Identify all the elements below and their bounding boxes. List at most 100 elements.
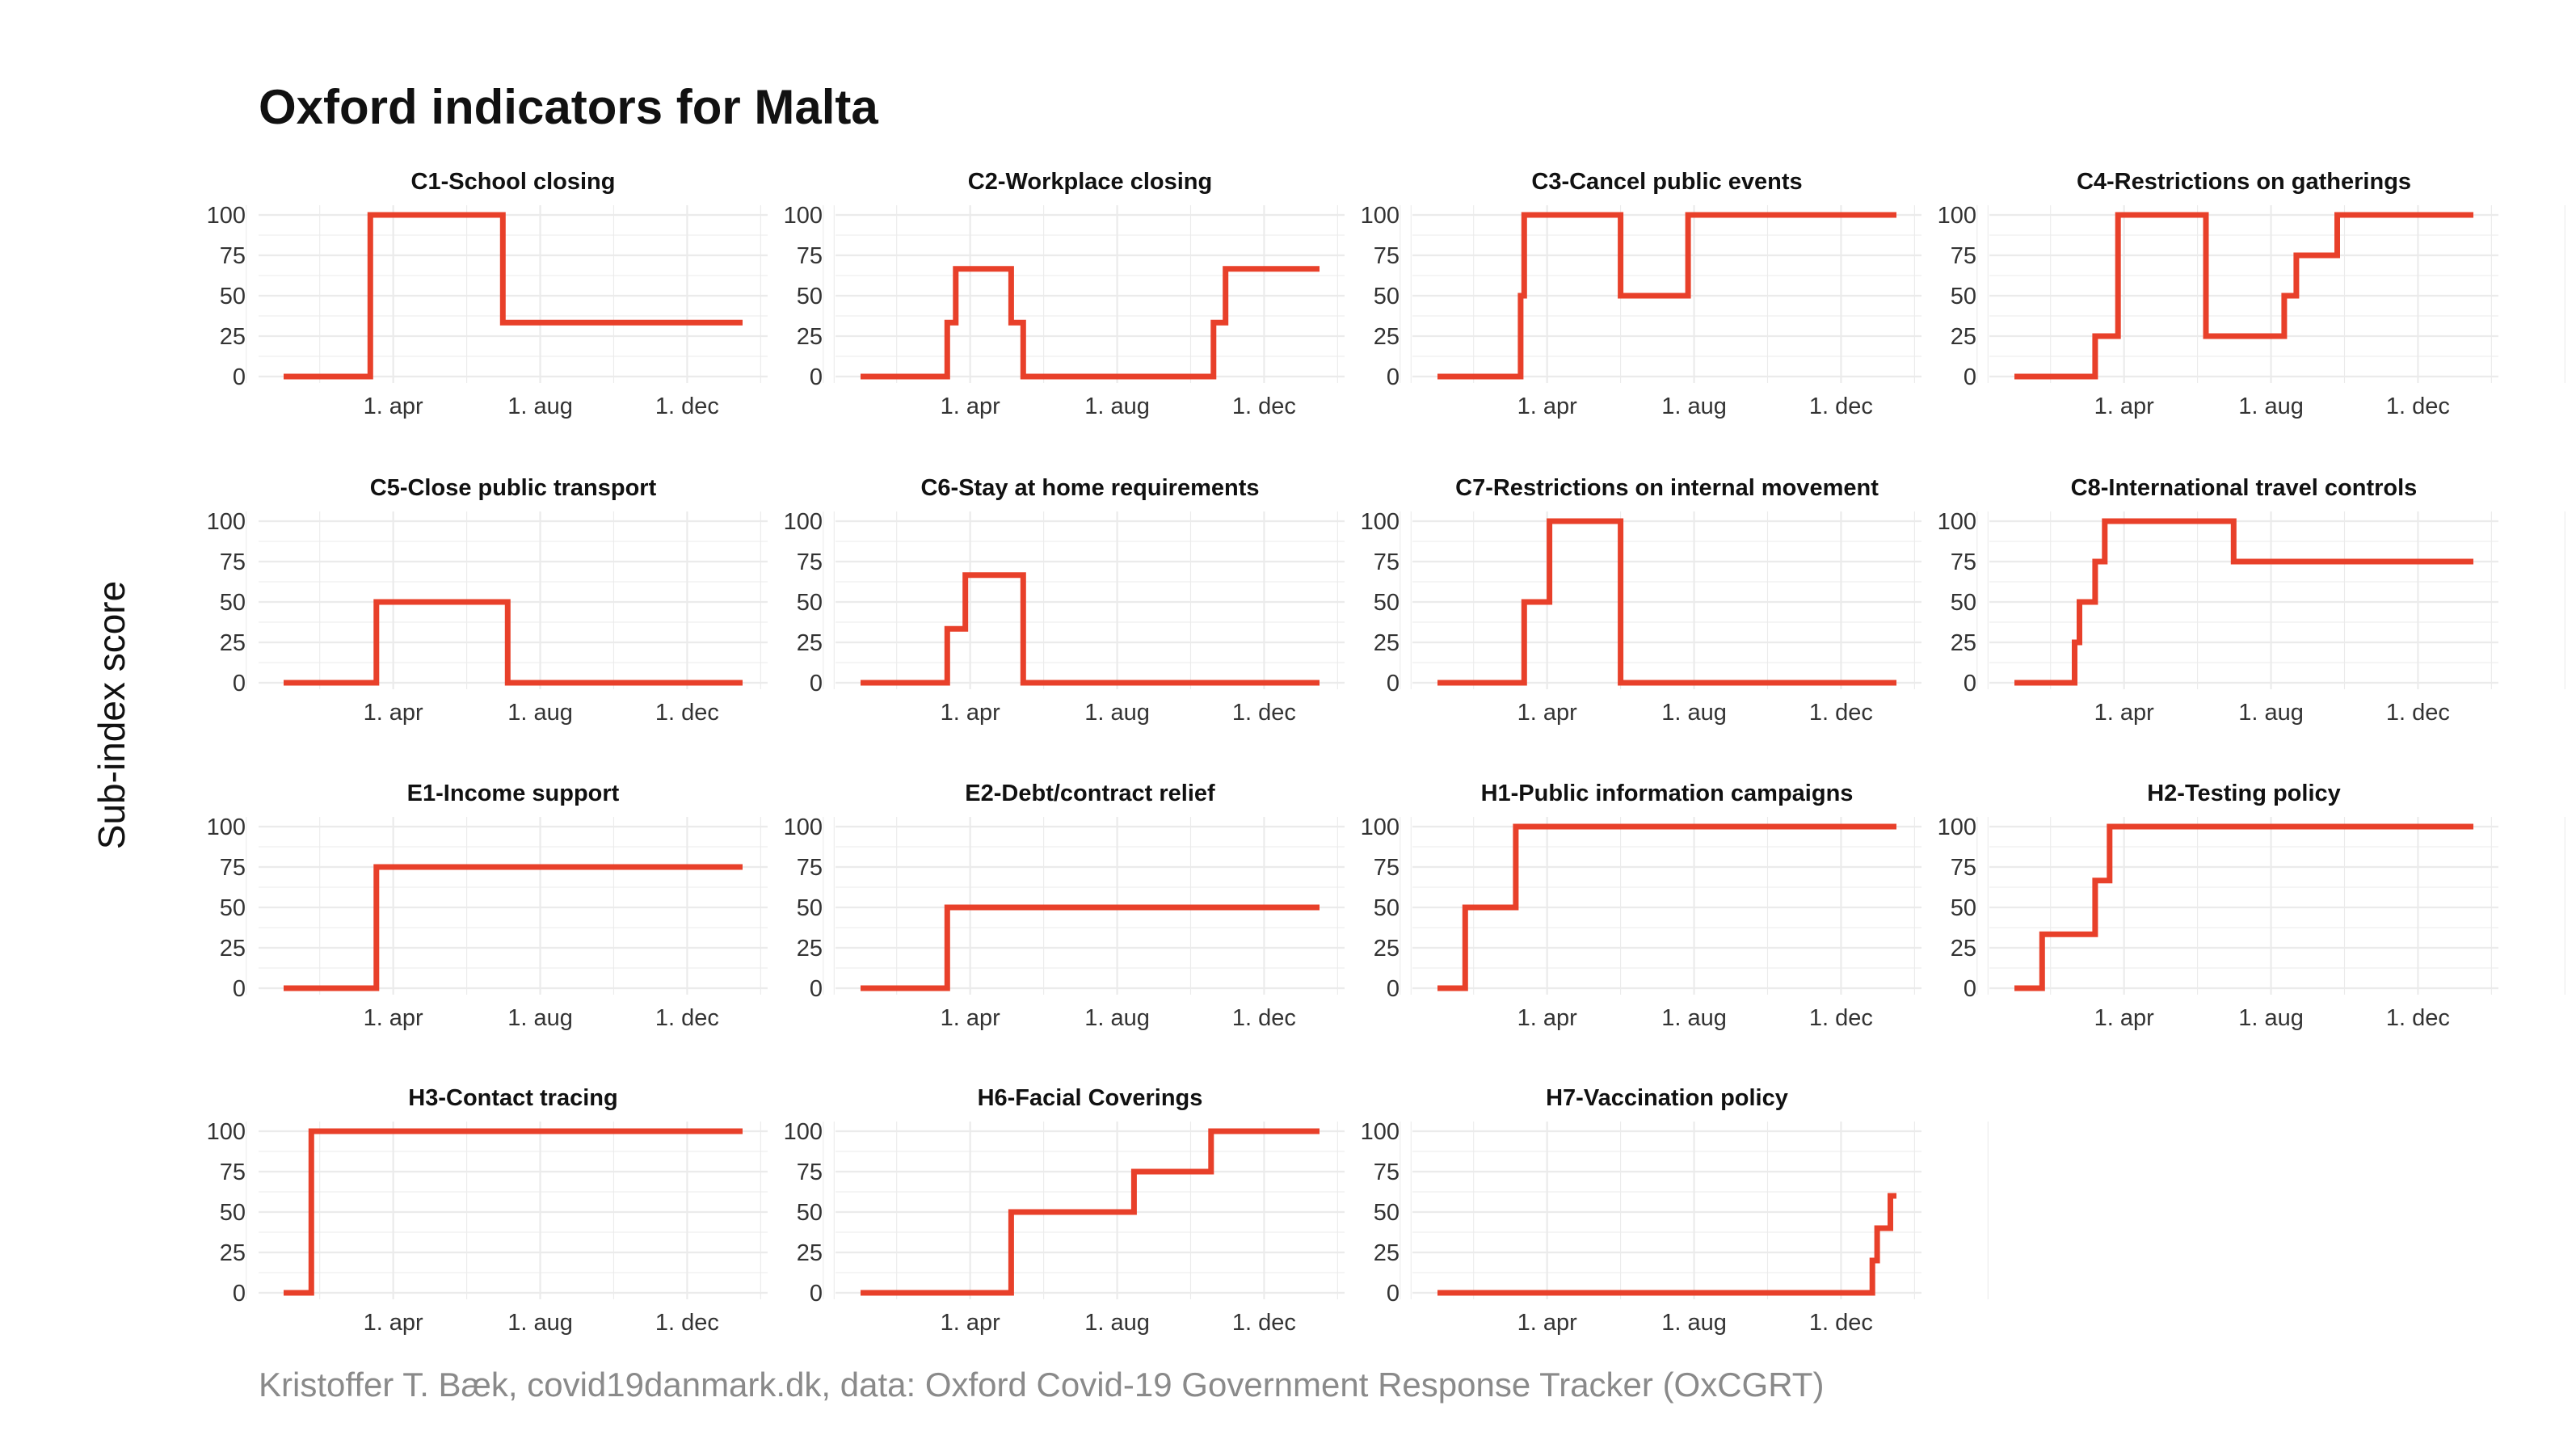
x-tick-label: 1. aug	[507, 700, 573, 726]
y-tick-label: 25	[1374, 936, 1400, 962]
y-tick-label: 50	[1951, 895, 1976, 921]
x-tick-label: 1. aug	[1661, 1310, 1727, 1336]
x-tick-label: 1. apr	[2094, 394, 2154, 419]
y-tick-label: 100	[1938, 814, 1976, 840]
x-tick-label: 1. apr	[1517, 394, 1577, 419]
x-tick-label: 1. aug	[1084, 1310, 1150, 1336]
y-tick-label: 50	[220, 590, 246, 616]
x-tick-label: 1. apr	[364, 700, 423, 726]
x-tick-label: 1. apr	[941, 1310, 1000, 1336]
facet-panel: H7-Vaccination policy 0 25 50 75 100 1. apr 1. …	[1361, 1085, 1989, 1336]
panel-title: C7-Restrictions on internal movement	[1455, 475, 1879, 501]
x-tick-label: 1. apr	[941, 700, 1000, 726]
series-line	[2014, 212, 2473, 380]
series-line	[284, 212, 743, 380]
y-tick-label: 75	[797, 243, 823, 269]
panel-title: H2-Testing policy	[2147, 781, 2341, 806]
y-tick-label: 50	[1951, 284, 1976, 309]
series-line	[861, 904, 1320, 991]
page-title: Oxford indicators for Malta	[259, 80, 878, 134]
panel-title: C2-Workplace closing	[968, 169, 1212, 195]
x-tick-label: 1. aug	[1661, 1005, 1727, 1031]
y-tick-label: 25	[1374, 324, 1400, 350]
y-tick-label: 0	[1387, 671, 1400, 697]
x-tick-label: 1. dec	[1809, 1005, 1873, 1031]
x-tick-label: 1. apr	[364, 1005, 423, 1031]
x-tick-label: 1. aug	[2238, 1005, 2304, 1031]
y-tick-label: 25	[797, 630, 823, 656]
x-tick-label: 1. apr	[2094, 1005, 2154, 1031]
y-tick-label: 100	[1361, 203, 1400, 229]
y-tick-label: 100	[1938, 509, 1976, 535]
y-tick-label: 50	[1374, 1200, 1400, 1226]
y-tick-label: 100	[1938, 203, 1976, 229]
y-tick-label: 75	[1951, 855, 1976, 881]
y-tick-label: 0	[1387, 364, 1400, 390]
y-tick-label: 0	[233, 364, 246, 390]
x-tick-label: 1. aug	[507, 1005, 573, 1031]
y-tick-label: 25	[1374, 630, 1400, 656]
y-tick-label: 75	[220, 855, 246, 881]
panel-title: C1-School closing	[411, 169, 616, 195]
facet-panel: H6-Facial Coverings 0 25 50 75 100 1. apr 1. au…	[784, 1085, 1412, 1336]
panel-title: C8-International travel controls	[2071, 475, 2418, 501]
x-tick-label: 1. aug	[507, 1310, 573, 1336]
y-tick-label: 50	[1374, 895, 1400, 921]
y-tick-label: 100	[784, 203, 823, 229]
panel-title: H1-Public information campaigns	[1481, 781, 1854, 806]
y-tick-label: 50	[220, 1200, 246, 1226]
x-tick-label: 1. dec	[2386, 394, 2450, 419]
x-tick-label: 1. dec	[1809, 700, 1873, 726]
x-tick-label: 1. apr	[2094, 700, 2154, 726]
facet-panel: E2-Debt/contract relief 0 25 50 75 100 1. apr 1…	[784, 781, 1412, 1031]
y-tick-label: 25	[797, 1240, 823, 1266]
panel-title: H6-Facial Coverings	[978, 1085, 1203, 1111]
y-tick-label: 25	[1374, 1240, 1400, 1266]
x-tick-label: 1. dec	[2386, 1005, 2450, 1031]
y-tick-label: 0	[810, 671, 823, 697]
x-tick-label: 1. dec	[655, 1310, 719, 1336]
y-tick-label: 50	[797, 1200, 823, 1226]
facet-panel: C8-International travel controls 0 25 50 75 1…	[1938, 475, 2565, 726]
series-line	[284, 1128, 743, 1296]
facet-panel: C2-Workplace closing 0 25 50 75 100 1. apr 1. a…	[784, 169, 1412, 419]
y-tick-label: 50	[1374, 284, 1400, 309]
x-tick-label: 1. apr	[1517, 1310, 1577, 1336]
y-tick-label: 50	[220, 284, 246, 309]
x-tick-label: 1. aug	[1661, 394, 1727, 419]
x-tick-label: 1. dec	[1809, 1310, 1873, 1336]
x-tick-label: 1. apr	[1517, 1005, 1577, 1031]
y-tick-label: 25	[220, 936, 246, 962]
x-tick-label: 1. aug	[2238, 700, 2304, 726]
facet-panel: C6-Stay at home requirements 0 25 50 75 100 1.…	[784, 475, 1412, 726]
y-tick-label: 25	[220, 630, 246, 656]
y-tick-label: 75	[1374, 855, 1400, 881]
panel-title: C3-Cancel public events	[1531, 169, 1802, 195]
x-tick-label: 1. dec	[655, 394, 719, 419]
y-tick-label: 75	[1951, 243, 1976, 269]
panel-title: H7-Vaccination policy	[1546, 1085, 1788, 1111]
y-tick-label: 25	[797, 324, 823, 350]
facet-panel: C7-Restrictions on internal movement 0 25 5…	[1361, 475, 1989, 726]
y-tick-label: 0	[1964, 364, 1976, 390]
y-tick-label: 100	[207, 509, 246, 535]
y-tick-label: 0	[233, 671, 246, 697]
x-tick-label: 1. aug	[1084, 700, 1150, 726]
x-tick-label: 1. dec	[1232, 394, 1296, 419]
y-tick-label: 75	[797, 855, 823, 881]
facet-panel: E1-Income support 0 25 50 75 100 1. apr 1. aug 1…	[207, 781, 835, 1031]
y-tick-label: 50	[797, 590, 823, 616]
x-tick-label: 1. aug	[2238, 394, 2304, 419]
y-tick-label: 0	[1387, 976, 1400, 1002]
series-line	[861, 572, 1320, 686]
y-tick-label: 100	[1361, 509, 1400, 535]
y-tick-label: 75	[1374, 549, 1400, 575]
y-tick-label: 100	[207, 814, 246, 840]
y-tick-label: 100	[207, 1119, 246, 1145]
panel-title: C4-Restrictions on gatherings	[2077, 169, 2411, 195]
y-tick-label: 100	[1361, 814, 1400, 840]
facet-panel: H3-Contact tracing 0 25 50 75 100 1. apr 1. aug…	[207, 1085, 835, 1336]
facet-panel: H1-Public information campaigns 0 25 50 75 10…	[1361, 781, 1989, 1031]
x-tick-label: 1. dec	[655, 1005, 719, 1031]
y-tick-label: 75	[1951, 549, 1976, 575]
